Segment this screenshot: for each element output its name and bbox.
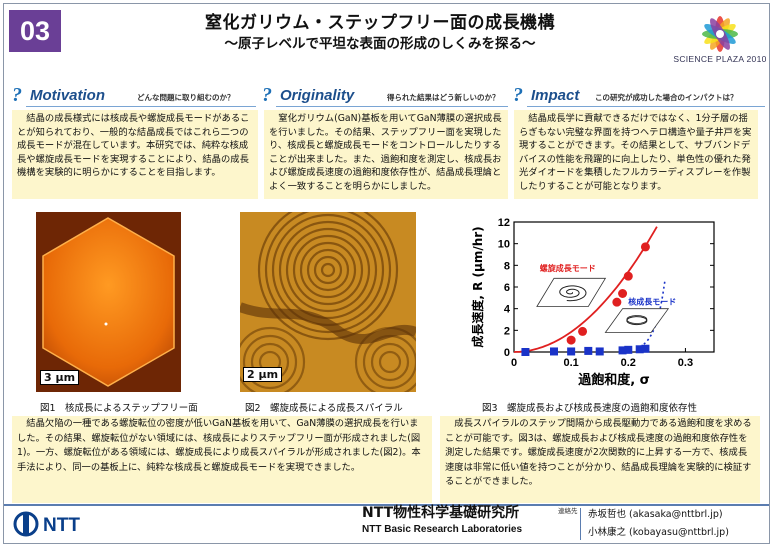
y-tick-label: 8	[504, 260, 510, 272]
lab-name-english: NTT Basic Research Laboratories	[362, 524, 523, 535]
x-axis-label: 過飽和度, σ	[577, 372, 650, 388]
motivation-title: Motivation	[30, 87, 105, 104]
motivation-text-box: 結晶の成長様式には核成長や螺旋成長モードがあることが知られており、一般的な結晶成…	[12, 110, 258, 199]
originality-header: ? Originality 得られた結果はどう新しいのか？	[262, 84, 508, 108]
nucleation-point	[624, 345, 633, 354]
question-mark-icon: ?	[12, 84, 22, 106]
question-mark-icon: ?	[262, 84, 272, 106]
y-tick-label: 10	[498, 239, 510, 251]
nucleation-point	[635, 345, 644, 354]
poster-subtitle: ～原子レベルで平坦な表面の形成のしくみを探る～	[224, 36, 536, 52]
impact-header: ? Impact この研究が成功した場合のインパクトは？	[513, 84, 768, 108]
x-tick-label: 0	[511, 357, 517, 369]
divider	[26, 106, 256, 107]
impact-text-box: 結晶成長学に貢献できるだけではなく、1分子層の揺らぎもない完璧な界面を持つヘテロ…	[514, 110, 758, 199]
motivation-header: ? Motivation どんな問題に取り組むのか？	[12, 84, 257, 108]
originality-text-box: 窒化ガリウム(GaN)基板を用いてGaN薄膜の選択成長を行いました。その結果、ス…	[264, 110, 508, 199]
motivation-text: 結晶の成長様式には核成長や螺旋成長モードがあることが知られており、一般的な結晶成…	[17, 113, 250, 179]
figure-3-caption: 図3 螺旋成長および核成長速度の過飽和度依存性	[482, 403, 698, 414]
bottom-right-text: 成長スパイラルのステップ間隔から成長駆動力である過飽和度を求めることが可能です。…	[445, 418, 752, 487]
y-tick-label: 12	[498, 217, 510, 229]
nucleation-point	[550, 347, 558, 356]
figure-3-chart: 0 2 4 6 8 10 12 0 0.1 0.2 0.3 過飽和度, σ 成長速度, R (μm/hr…	[470, 217, 715, 388]
x-tick-label: 0.2	[621, 357, 636, 369]
nucleation-inset-icon-top	[626, 315, 648, 324]
science-plaza-logo-icon	[702, 16, 738, 52]
figure-2-scale: 2 μm	[243, 367, 283, 382]
nucleation-point	[618, 346, 627, 355]
bottom-left-text: 結晶欠陥の一種である螺旋転位の密度が低いGaN基板を用いて、GaN薄膜の選択成長…	[17, 418, 421, 473]
y-tick-label: 6	[504, 282, 510, 294]
x-tick-label: 0.1	[563, 357, 578, 369]
poster-title: 窒化ガリウム・ステップフリー面の成長機構	[205, 13, 555, 33]
bottom-left-text-box: 結晶欠陥の一種である螺旋転位の密度が低いGaN基板を用いて、GaN薄膜の選択成長…	[12, 416, 432, 503]
poster-number: 03	[9, 10, 61, 52]
ntt-logo-icon: NTT	[13, 511, 80, 537]
ntt-logo-text: NTT	[43, 515, 80, 536]
contact-1[interactable]: 赤坂哲也 (akasaka@nttbrl.jp)	[588, 509, 723, 520]
y-tick-label: 2	[504, 325, 510, 337]
nucleation-point	[641, 344, 650, 353]
question-mark-icon: ?	[513, 84, 523, 106]
spiral-point	[578, 326, 588, 336]
originality-title: Originality	[280, 87, 355, 104]
x-tick-label: 0.3	[678, 357, 693, 369]
logo-text: SCIENCE PLAZA 2010	[673, 54, 767, 64]
nucleation-point	[567, 347, 576, 356]
divider	[276, 106, 508, 107]
nucleation-point	[584, 346, 593, 355]
footer-vertical-divider	[580, 508, 581, 540]
spiral-inset-plane	[536, 277, 607, 307]
lab-name-japanese: NTT物性科学基礎研究所	[362, 505, 520, 521]
impact-title: Impact	[531, 87, 580, 104]
spiral-point	[566, 335, 576, 345]
spiral-inset-icon	[559, 285, 587, 302]
contact-label: 連絡先	[558, 507, 578, 515]
impact-text: 結晶成長学に貢献できるだけではなく、1分子層の揺らぎもない完璧な界面を持つヘテロ…	[519, 113, 752, 192]
spiral-point	[612, 297, 622, 307]
spiral-point	[623, 271, 633, 281]
figure-2-caption: 図2 螺旋成長による成長スパイラル	[245, 403, 403, 414]
originality-subtitle: 得られた結果はどう新しいのか？	[387, 93, 500, 102]
y-tick-label: 0	[504, 347, 510, 359]
motivation-subtitle: どんな問題に取り組むのか？	[137, 93, 235, 102]
nucleation-legend-label: 核成長モード	[628, 296, 676, 306]
footer-divider	[4, 504, 769, 506]
nucleation-point	[595, 347, 604, 356]
spiral-legend-label: 螺旋成長モード	[540, 263, 596, 273]
originality-text: 窒化ガリウム(GaN)基板を用いてGaN薄膜の選択成長を行いました。その結果、ス…	[269, 113, 502, 192]
nucleation-fit-curve	[639, 280, 666, 348]
nucleation-point	[521, 348, 530, 356]
spiral-point	[618, 289, 628, 298]
y-axis-label: 成長速度, R (μm/hr)	[470, 226, 485, 347]
figure-1-scale: 3 μm	[40, 370, 80, 385]
figure-2-micrograph	[240, 212, 416, 392]
impact-subtitle: この研究が成功した場合のインパクトは？	[595, 93, 738, 102]
spiral-fit-curve	[513, 226, 658, 353]
spiral-point	[640, 242, 650, 252]
divider	[527, 106, 765, 107]
y-tick-label: 4	[504, 304, 511, 316]
contact-2[interactable]: 小林康之 (kobayasu@nttbrl.jp)	[588, 527, 729, 538]
figure-1-caption: 図1 核成長によるステップフリー面	[40, 403, 198, 414]
bottom-right-text-box: 成長スパイラルのステップ間隔から成長駆動力である過飽和度を求めることが可能です。…	[440, 416, 760, 503]
figure-1-micrograph	[36, 212, 181, 392]
